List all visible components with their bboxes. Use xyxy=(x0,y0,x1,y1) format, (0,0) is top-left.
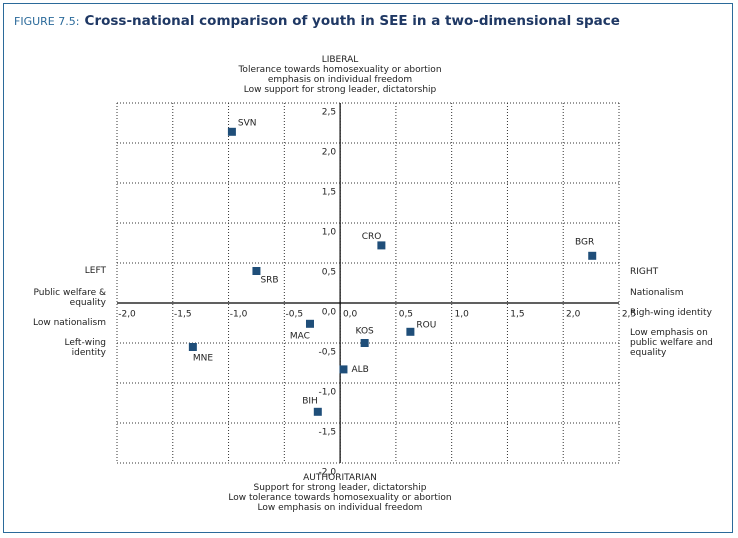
annotation: Low emphasis on individual freedom xyxy=(257,503,423,513)
annotation: Low emphasis on public welfare and equal… xyxy=(630,328,713,358)
x-tick-label: -1,5 xyxy=(174,310,192,320)
point xyxy=(252,267,261,275)
annotation: Low tolerance towards homosexuality or a… xyxy=(228,493,452,503)
point-label: KOS xyxy=(356,327,374,337)
y-tick-label: -1,0 xyxy=(319,388,337,398)
point xyxy=(360,339,369,347)
point-label: BIH xyxy=(302,396,318,406)
x-tick-label: -0,5 xyxy=(286,310,304,320)
y-tick-label: 1,0 xyxy=(322,228,337,238)
y-tick-label: -0,5 xyxy=(319,348,337,358)
y-tick-label: -1,5 xyxy=(319,428,337,438)
chart-title: Cross-national comparison of youth in SE… xyxy=(84,13,620,29)
annotation: AUTHORITARIAN xyxy=(303,473,377,483)
point xyxy=(588,251,597,260)
x-tick-label: 1,5 xyxy=(510,310,524,320)
point-label: MNE xyxy=(193,354,213,364)
frame xyxy=(3,3,733,533)
y-tick-label: 0,5 xyxy=(322,268,336,278)
point-label: ALB xyxy=(351,365,368,375)
x-tick-label: 0,0 xyxy=(343,310,358,320)
y-tick-label: 2,0 xyxy=(322,148,337,158)
y-tick-label: 2,5 xyxy=(322,108,336,118)
annotation: LEFT xyxy=(84,266,106,276)
annotation: Support for strong leader, dictatorship xyxy=(253,483,427,493)
annotation: Nationalism xyxy=(630,288,684,298)
point xyxy=(377,241,386,250)
annotation: Tolerance towards homosexuality or abort… xyxy=(238,65,442,75)
annotation: LIBERAL xyxy=(321,55,359,65)
annotation: Public welfare & equality xyxy=(33,288,107,308)
point-label: SVN xyxy=(238,118,257,128)
point-label: BGR xyxy=(575,237,594,247)
point-label: ROU xyxy=(416,320,436,330)
annotation: emphasis on individual freedom xyxy=(267,75,413,85)
point-label: CRO xyxy=(362,232,382,242)
point xyxy=(313,407,322,416)
annotation: Low support for strong leader, dictators… xyxy=(243,85,437,95)
point-label: SRB xyxy=(260,276,278,286)
point xyxy=(305,319,314,328)
x-tick-label: -1,0 xyxy=(230,310,248,320)
x-tick-label: -2,0 xyxy=(118,310,136,320)
figure-label: FIGURE 7.5: xyxy=(14,15,80,28)
x-tick-label: 2,5 xyxy=(622,310,636,320)
annotation: Low nationalism xyxy=(32,318,106,328)
annotation: Left-wing identity xyxy=(64,338,106,358)
point xyxy=(406,327,415,336)
y-tick-label: 0,0 xyxy=(322,308,337,318)
annotation: RIGHT xyxy=(630,267,659,277)
point xyxy=(188,343,197,351)
x-tick-label: 0,5 xyxy=(399,310,413,320)
x-tick-label: 2,0 xyxy=(566,310,581,320)
y-tick-label: -2,0 xyxy=(319,468,337,478)
point xyxy=(227,127,236,136)
title-block: FIGURE 7.5: Cross-national comparison of… xyxy=(14,10,620,29)
x-tick-label: 1,0 xyxy=(455,310,470,320)
point-label: MAC xyxy=(290,331,310,341)
y-tick-label: 1,5 xyxy=(322,188,336,198)
annotation: Righ-wing identity xyxy=(630,308,712,318)
point xyxy=(339,365,348,374)
